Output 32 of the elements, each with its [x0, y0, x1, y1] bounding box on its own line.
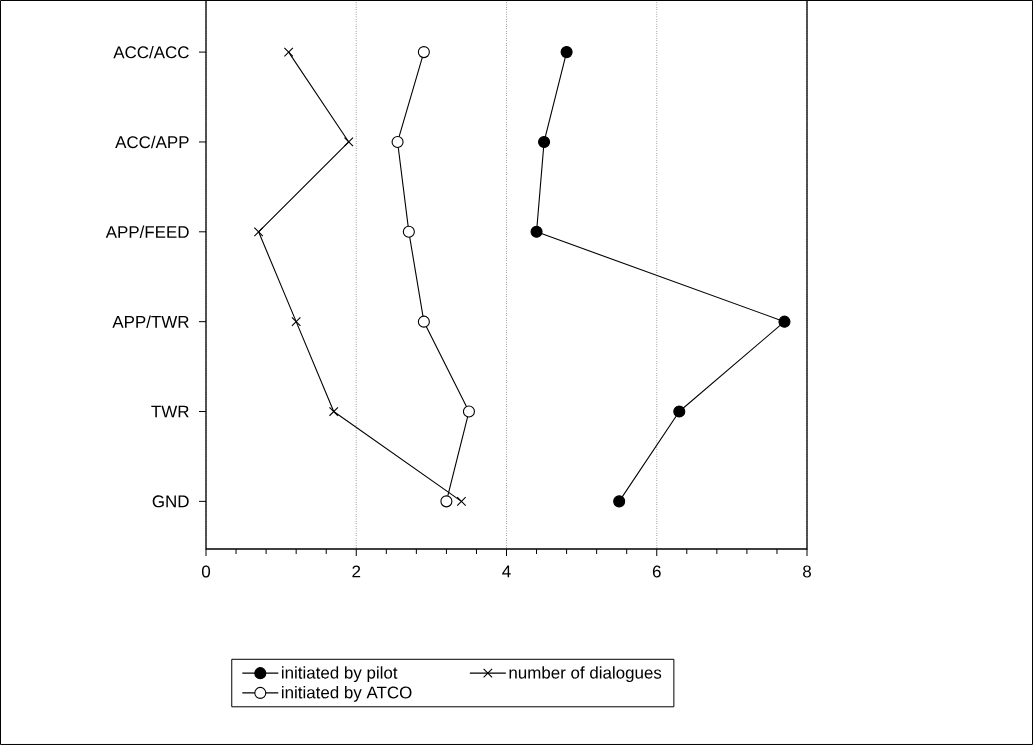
y-tick-label: GND — [152, 495, 189, 508]
point — [328, 406, 339, 417]
point — [560, 46, 573, 59]
legend-label: number of dialogues — [509, 666, 662, 683]
y-tick-label: APP/FEED — [105, 225, 189, 239]
point — [402, 225, 415, 238]
point — [530, 225, 543, 238]
point — [440, 495, 453, 508]
x-tick-label: 4 — [502, 565, 511, 578]
point — [538, 135, 551, 149]
x-tick-label: 2 — [352, 565, 361, 578]
y-tick-label: ACC/APP — [115, 135, 189, 149]
legend-label: initiated by pilot — [281, 666, 398, 683]
y-tick-label: TWR — [151, 405, 189, 418]
point — [673, 405, 686, 418]
point — [778, 315, 791, 328]
x-tick-label: 6 — [652, 565, 661, 578]
x-tick-label: 0 — [201, 565, 211, 578]
legend-label: initiated by ATCO — [281, 686, 412, 702]
point — [391, 135, 404, 149]
point — [253, 227, 264, 237]
point — [343, 137, 354, 147]
point — [456, 496, 467, 507]
y-tick-label: ACC/ACC — [113, 45, 189, 59]
point — [417, 315, 430, 328]
point — [462, 405, 475, 418]
x-tick-label: 8 — [803, 565, 811, 578]
point — [417, 46, 430, 59]
point — [613, 495, 626, 508]
point — [291, 316, 301, 327]
point — [283, 47, 294, 57]
y-tick-label: APP/TWR — [112, 315, 189, 328]
